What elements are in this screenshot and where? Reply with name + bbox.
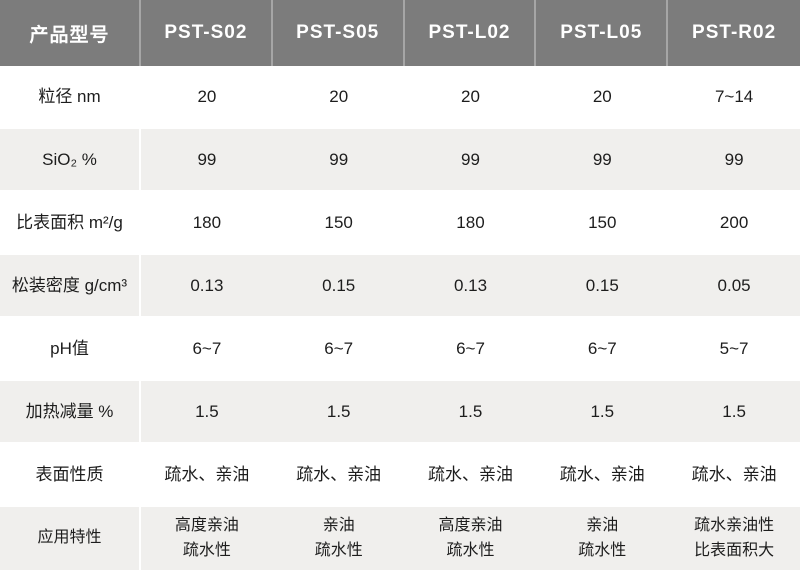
table-header-row: 产品型号 PST-S02 PST-S05 PST-L02 PST-L05 PST…	[0, 0, 800, 66]
cell-value: 99	[592, 149, 612, 169]
row-label: pH值	[0, 318, 141, 379]
cell-value: 疏水、亲油	[164, 464, 250, 484]
table-row-surface-area: 比表面积 m²/g 180 150 180 150 200	[0, 192, 800, 255]
header-model-pst-s02: PST-S02	[141, 0, 273, 66]
row-label: 比表面积 m²/g	[0, 192, 141, 253]
cell-value: 20	[329, 86, 349, 106]
cell-value: 0.05	[717, 275, 751, 295]
cell-value: 99	[724, 149, 744, 169]
table-row-particle-size: 粒径 nm 20 20 20 20 7~14	[0, 66, 800, 129]
header-model-pst-r02: PST-R02	[692, 22, 777, 43]
cell-value: 1.5	[195, 401, 219, 421]
cell-value: 200	[719, 212, 749, 232]
cell-value: 0.13	[190, 275, 224, 295]
cell-value: 0.15	[322, 275, 356, 295]
table-row-application: 应用特性 高度亲油 疏水性 亲油 疏水性 高度亲油 疏水性 亲油 疏水性 疏水亲…	[0, 507, 800, 570]
table-row-heating-loss: 加热减量 % 1.5 1.5 1.5 1.5 1.5	[0, 381, 800, 444]
cell-value: 6~7	[456, 338, 485, 358]
cell-value: 20	[461, 86, 480, 106]
cell-value: 20	[592, 86, 612, 106]
cell-value: 150	[588, 212, 617, 232]
header-product-model-label: 产品型号	[0, 0, 141, 66]
cell-value: 疏水亲油性 比表面积大	[694, 516, 775, 559]
cell-value: 高度亲油 疏水性	[174, 516, 239, 559]
cell-value: 99	[329, 149, 349, 169]
cell-value: 7~14	[714, 86, 754, 106]
cell-value: 6~7	[324, 338, 354, 358]
cell-value: 1.5	[722, 401, 746, 421]
row-label: SiO₂ %	[0, 129, 141, 190]
cell-value: 5~7	[719, 338, 749, 358]
header-model-pst-l05: PST-L05	[536, 0, 669, 66]
cell-value: 疏水、亲油	[691, 464, 777, 484]
table-row-ph: pH值 6~7 6~7 6~7 6~7 5~7	[0, 318, 800, 381]
row-label: 粒径 nm	[0, 66, 141, 127]
table-row-surface-property: 表面性质 疏水、亲油 疏水、亲油 疏水、亲油 疏水、亲油 疏水、亲油	[0, 444, 800, 507]
row-label: 应用特性	[0, 507, 141, 570]
cell-value: 0.15	[585, 275, 619, 295]
row-label: 表面性质	[0, 444, 141, 505]
cell-value: 20	[197, 86, 217, 106]
header-model-pst-s05: PST-S05	[273, 0, 405, 66]
cell-value: 1.5	[326, 401, 351, 421]
cell-value: 亲油 疏水性	[314, 516, 363, 559]
cell-value: 99	[461, 149, 480, 169]
cell-value: 疏水、亲油	[296, 464, 382, 484]
table-row-sio2: SiO₂ % 99 99 99 99 99	[0, 129, 800, 192]
cell-value: 99	[197, 149, 217, 169]
cell-value: 1.5	[590, 401, 615, 421]
cell-value: 亲油 疏水性	[578, 516, 627, 559]
cell-value: 6~7	[587, 338, 617, 358]
row-label: 加热减量 %	[0, 381, 141, 442]
cell-value: 高度亲油 疏水性	[438, 516, 503, 559]
cell-value: 6~7	[192, 338, 222, 358]
cell-value: 疏水、亲油	[427, 464, 513, 484]
cell-value: 0.13	[453, 275, 488, 295]
cell-value: 180	[192, 212, 222, 232]
header-model-pst-l02: PST-L02	[405, 0, 537, 66]
cell-value: 150	[324, 212, 353, 232]
row-label: 松装密度 g/cm³	[0, 255, 141, 316]
cell-value: 180	[456, 212, 485, 232]
cell-value: 1.5	[458, 401, 483, 421]
cell-value: 疏水、亲油	[559, 464, 645, 484]
table-row-bulk-density: 松装密度 g/cm³ 0.13 0.15 0.13 0.15 0.05	[0, 255, 800, 318]
